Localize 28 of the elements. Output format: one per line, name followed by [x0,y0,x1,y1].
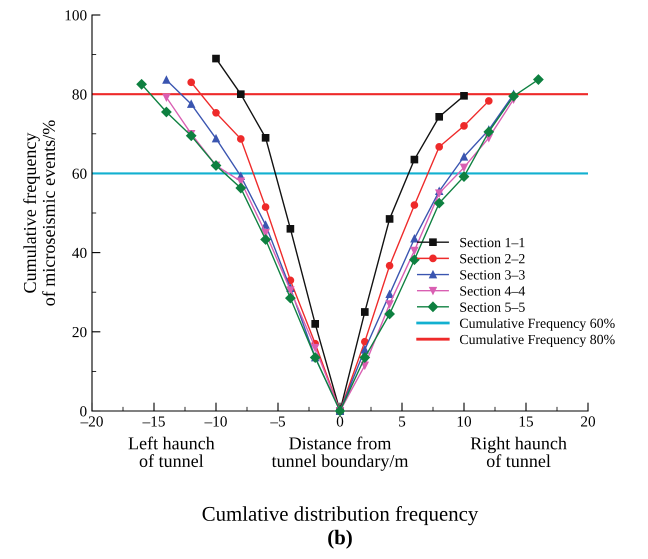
x-axis-title: Distance from tunnel boundary/m [272,436,408,471]
x-tick-label: 15 [520,416,534,427]
x-tick-label: –5 [270,416,286,427]
y-axis-title: Cumulative frequency of microseismic events/% [23,120,56,306]
x-tick-label: 20 [581,416,596,427]
y-tick-label: 20 [72,326,87,338]
x-tick-label: –15 [142,416,165,427]
y-tick-label: 0 [80,406,87,416]
y-tick-label: 40 [72,248,87,258]
legend-label: Section 5–5 [460,302,525,312]
y-tick-label: 60 [72,168,87,179]
x-tick-label: –10 [204,416,227,427]
x-tick-label: –20 [80,416,103,427]
text: Cumlative distribution frequency [202,506,478,526]
x-tick-label: 5 [399,416,406,427]
legend-label: Section 1–1 [460,238,524,248]
text: Left haunch of tunnel [128,436,214,468]
text: Right haunch of tunnel [470,436,567,468]
x-tick-label: 10 [458,416,472,427]
legend-label: Cumulative Frequency 80% [460,334,615,348]
legend-label: Section 4–4 [460,286,526,296]
y-tick-label: 80 [72,89,87,100]
legend-label: Cumulative Frequency 60% [460,318,615,331]
legend-label: Section 2–2 [460,254,525,264]
x-tick-label: 0 [336,416,344,427]
legend-label: Section 3–3 [460,270,525,280]
text: (b) [328,530,352,549]
y-tick-label: 100 [66,10,87,20]
